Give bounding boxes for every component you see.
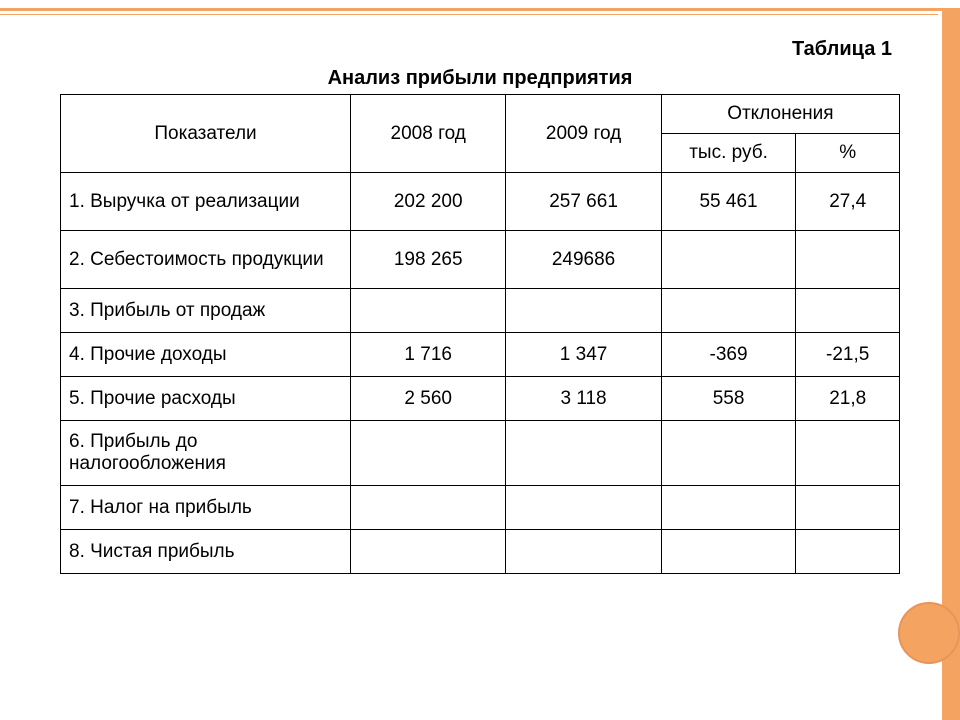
table-row: 1. Выручка от реализации 202 200 257 661… (61, 173, 900, 231)
header-year-2008: 2008 год (351, 95, 506, 173)
table-header: Показатели 2008 год 2009 год Отклонения … (61, 95, 900, 173)
cell-2008 (351, 530, 506, 574)
cell-dev (661, 289, 796, 333)
cell-2009 (506, 486, 661, 530)
row-label: 4. Прочие доходы (61, 333, 351, 377)
row-label: 3. Прибыль от продаж (61, 289, 351, 333)
cell-2009 (506, 421, 661, 486)
cell-pct: 27,4 (796, 173, 900, 231)
header-percent: % (796, 134, 900, 173)
table-row: 4. Прочие доходы 1 716 1 347 -369 -21,5 (61, 333, 900, 377)
cell-2009 (506, 530, 661, 574)
cell-pct: -21,5 (796, 333, 900, 377)
decorative-circle-icon (898, 602, 960, 664)
table-body: 1. Выручка от реализации 202 200 257 661… (61, 173, 900, 574)
cell-pct: 21,8 (796, 377, 900, 421)
cell-dev (661, 486, 796, 530)
row-label: 8. Чистая прибыль (61, 530, 351, 574)
table-number-label: Таблица 1 (60, 38, 900, 61)
cell-2008: 202 200 (351, 173, 506, 231)
cell-2008: 1 716 (351, 333, 506, 377)
table-row: 3. Прибыль от продаж (61, 289, 900, 333)
cell-2008 (351, 421, 506, 486)
cell-pct (796, 231, 900, 289)
cell-dev: 55 461 (661, 173, 796, 231)
table-row: 2. Себестоимость продукции 198 265 24968… (61, 231, 900, 289)
content-area: Таблица 1 Анализ прибыли предприятия Пок… (0, 0, 960, 594)
header-deviations: Отклонения (661, 95, 899, 134)
cell-2008: 2 560 (351, 377, 506, 421)
header-thousand-rub: тыс. руб. (661, 134, 796, 173)
cell-2009: 257 661 (506, 173, 661, 231)
header-year-2009: 2009 год (506, 95, 661, 173)
table-row: 7. Налог на прибыль (61, 486, 900, 530)
cell-dev: 558 (661, 377, 796, 421)
cell-2009: 249686 (506, 231, 661, 289)
row-label: 7. Налог на прибыль (61, 486, 351, 530)
cell-pct (796, 421, 900, 486)
cell-pct (796, 530, 900, 574)
table-row: 5. Прочие расходы 2 560 3 118 558 21,8 (61, 377, 900, 421)
cell-2008: 198 265 (351, 231, 506, 289)
header-indicators: Показатели (61, 95, 351, 173)
cell-pct (796, 486, 900, 530)
row-label: 2. Себестоимость продукции (61, 231, 351, 289)
cell-2009: 3 118 (506, 377, 661, 421)
row-label: 6. Прибыль до налогообложения (61, 421, 351, 486)
row-label: 1. Выручка от реализации (61, 173, 351, 231)
table-title: Анализ прибыли предприятия (60, 67, 900, 90)
row-label: 5. Прочие расходы (61, 377, 351, 421)
cell-dev (661, 421, 796, 486)
cell-dev (661, 231, 796, 289)
cell-dev (661, 530, 796, 574)
cell-pct (796, 289, 900, 333)
cell-2009: 1 347 (506, 333, 661, 377)
cell-dev: -369 (661, 333, 796, 377)
table-row: 8. Чистая прибыль (61, 530, 900, 574)
cell-2008 (351, 289, 506, 333)
table-row: 6. Прибыль до налогообложения (61, 421, 900, 486)
cell-2009 (506, 289, 661, 333)
cell-2008 (351, 486, 506, 530)
profit-analysis-table: Показатели 2008 год 2009 год Отклонения … (60, 94, 900, 574)
